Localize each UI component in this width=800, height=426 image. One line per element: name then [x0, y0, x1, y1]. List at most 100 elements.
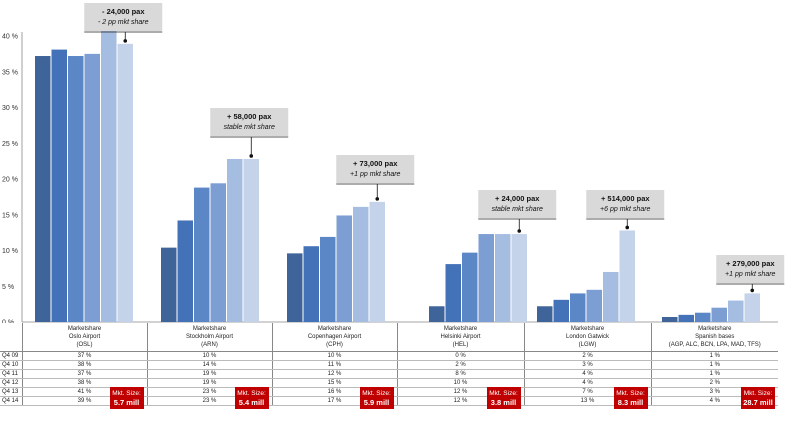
bar-6-q4-11: [695, 312, 711, 322]
market-size-badge: Mkt. Size: 5.4 mill: [234, 387, 269, 409]
bar-1-q4-09: [35, 56, 51, 323]
group-header-1: Marketshare Oslo Airport (OSL): [21, 323, 147, 352]
group-header-5: Marketshare London Gatwick (LGW): [523, 323, 651, 352]
table-cell: 10 %: [396, 378, 524, 388]
cell-value: 11 %: [327, 362, 342, 368]
callout-box-1: [84, 3, 163, 31]
group-header-line: (OSL): [76, 342, 93, 348]
table-row: Q4 14 39 % Mkt. Size: 5.7 mill 23 % Mkt. Size…: [0, 387, 778, 409]
table-cell: 17 % Mkt. Size: 5.9 mill: [271, 387, 397, 409]
cell-value: 7 %: [582, 389, 593, 395]
cell-value: 41 %: [77, 389, 92, 395]
cell-value: 10 %: [327, 353, 342, 359]
table-cell: 2 %: [650, 378, 778, 388]
table-cell: 8 %: [396, 369, 524, 379]
callout-pax: + 73,000 pax: [353, 159, 398, 168]
table-cell: 12 % Mkt. Size: 3.8 mill: [396, 387, 524, 409]
table-cell: 3 %: [650, 387, 778, 397]
bar-5-q4-09: [537, 306, 553, 322]
market-size-value: 5.9 mill: [363, 398, 390, 407]
bar-2-q4-14: [243, 158, 259, 322]
cell-value: 3 %: [582, 362, 593, 368]
market-size-value: 3.8 mill: [490, 398, 517, 407]
callout-share: stable mkt share: [224, 124, 275, 131]
cell-value: 4 %: [582, 371, 593, 377]
bar-3-q4-09: [287, 253, 303, 322]
market-size-badge: Mkt. Size: 8.3 mill: [613, 387, 648, 409]
cell-value: 3 %: [709, 389, 720, 395]
group-header-line: (HEL): [452, 342, 469, 348]
table-cell: 1 %: [650, 351, 778, 361]
bar-2-q4-12: [210, 183, 226, 322]
group-header-line: Helsinki Airport: [440, 334, 481, 340]
table-cell: 14 %: [146, 360, 272, 370]
table-cell: 10 %: [146, 351, 272, 361]
group-header-line: Marketshare: [67, 326, 102, 332]
group-header-line: Oslo Airport: [68, 334, 101, 340]
cell-value: 12 %: [327, 371, 342, 377]
table-cell: 2 %: [523, 351, 651, 361]
cell-value: 1 %: [709, 371, 720, 377]
bar-2-q4-10: [177, 220, 193, 322]
bar-2-q4-09: [161, 247, 177, 322]
group-header-2: Marketshare Stockholm Airport (ARN): [146, 323, 272, 352]
quarter-label: Q4 09: [0, 351, 22, 361]
cell-value: 4 %: [709, 398, 720, 404]
bar-6-q4-12: [711, 307, 727, 322]
quarter-label: Q4 14: [0, 396, 22, 406]
market-size-badge: Mkt. Size: 5.7 mill: [109, 387, 144, 409]
callout-share: +1 pp mkt share: [350, 171, 400, 178]
quarter-label: Q4 10: [0, 360, 22, 370]
market-size-badge: Mkt. Size: 3.8 mill: [486, 387, 521, 409]
cell-value: 10 %: [202, 353, 217, 359]
group-header-4: Marketshare Helsinki Airport (HEL): [396, 323, 524, 352]
cell-value: 19 %: [202, 371, 217, 377]
market-size-value: 5.7 mill: [113, 398, 140, 407]
callout-dot: [249, 154, 254, 158]
callout-dot: [517, 229, 522, 233]
quarter-label: Q4 11: [0, 369, 22, 379]
table-cell: 10 %: [271, 351, 397, 361]
y-tick-label: 20 %: [2, 177, 18, 184]
bar-3-q4-13: [353, 206, 369, 322]
quarter-label: Q4 12: [0, 378, 22, 388]
market-size-value: 8.3 mill: [617, 398, 644, 407]
table-cell: 2 %: [396, 360, 524, 370]
bar-1-q4-12: [84, 53, 100, 322]
bar-4-q4-14: [511, 234, 527, 322]
table-cell: 4 % Mkt. Size: 28.7 mill: [650, 387, 778, 409]
cell-value: 1 %: [709, 353, 720, 359]
bar-4-q4-13: [495, 234, 511, 322]
table-cell: 38 %: [21, 360, 147, 370]
marketshare-bar-chart: 0 % 5 % 10 % 15 % 20 % 25 % 30 % 35 % 40 % - 24,0…: [2, 3, 785, 323]
table-corner: [0, 323, 22, 352]
table-row: Q4 10 38 % 14 % 11 % 2 % 3 % 1 %: [0, 360, 778, 370]
callout-box-4: [478, 190, 557, 218]
quarter-label: Q4 13: [0, 387, 22, 397]
bar-4-q4-11: [462, 252, 478, 322]
table-row: Q4 13 41 % 23 % 16 % 12 % 7 % 3 %: [0, 387, 778, 397]
bar-3-q4-14: [369, 201, 385, 322]
bar-5-q4-14: [619, 230, 635, 322]
callout-share: stable mkt share: [492, 206, 543, 213]
bar-6-q4-10: [678, 314, 694, 322]
callout-dot: [375, 197, 380, 201]
table-cell: 4 %: [523, 378, 651, 388]
table-cell: 41 %: [21, 387, 147, 397]
table-cell: 13 % Mkt. Size: 8.3 mill: [523, 387, 651, 409]
cell-value: 2 %: [582, 353, 593, 359]
callout-pax: + 279,000 pax: [726, 259, 775, 268]
group-header-line: (CPH): [326, 342, 343, 348]
table-cell: 12 %: [396, 387, 524, 397]
cell-value: 2 %: [455, 362, 466, 368]
table-cell: 16 %: [271, 387, 397, 397]
group-header-line: Marketshare: [698, 326, 732, 332]
callout-pax: + 24,000 pax: [495, 194, 540, 203]
cell-value: 17 %: [327, 398, 342, 404]
market-size-label: Mkt. Size:: [112, 390, 141, 397]
market-size-label: Mkt. Size:: [362, 390, 391, 397]
market-size-label: Mkt. Size:: [237, 390, 266, 397]
cell-value: 2 %: [709, 380, 720, 386]
callout-share: - 2 pp mkt share: [98, 19, 149, 26]
group-header-line: Marketshare: [317, 326, 352, 332]
